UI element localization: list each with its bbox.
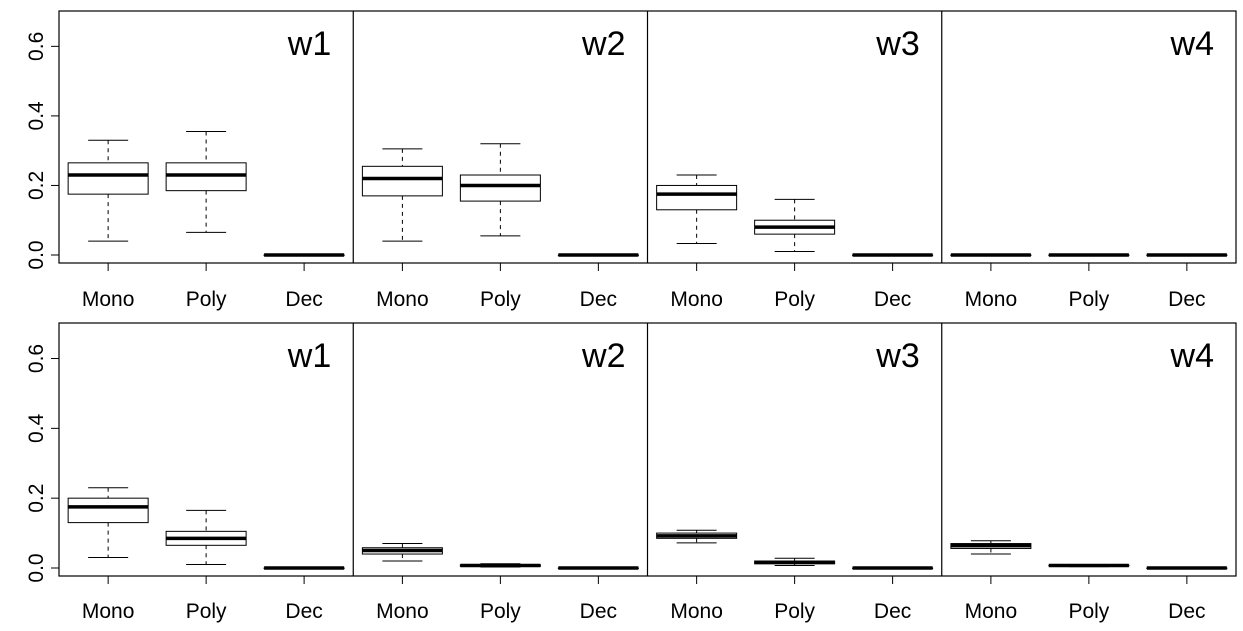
panel-label-w4: w4 bbox=[1170, 337, 1214, 375]
box-w1-mono: Mono bbox=[67, 139, 149, 311]
box-w2-mono: Mono bbox=[361, 543, 443, 623]
box-w4-dec: Dec bbox=[1146, 566, 1228, 623]
x-tick-label: Dec bbox=[874, 600, 911, 623]
x-tick-label: Poly bbox=[774, 288, 815, 311]
box-w4-poly: Poly bbox=[1048, 563, 1130, 623]
box-w3-mono: Mono bbox=[656, 529, 738, 623]
x-tick-label: Poly bbox=[774, 600, 815, 623]
chart-row-top: 0.0 0.2 0.4 0.6 w1 Mono Poly Dec w2 Mono Poly Dec w3… bbox=[25, 10, 1237, 311]
x-tick-label: Poly bbox=[480, 600, 521, 623]
box-w2-dec: Dec bbox=[557, 566, 639, 623]
box-w4-poly: Poly bbox=[1048, 253, 1130, 311]
box-w4-mono: Mono bbox=[950, 253, 1032, 311]
y-tick-label: 0.6 bbox=[25, 32, 48, 61]
iqr-box bbox=[656, 184, 738, 211]
box-w3-poly: Poly bbox=[754, 557, 836, 623]
y-tick-label: 0.2 bbox=[25, 484, 48, 513]
box-w2-poly: Poly bbox=[459, 563, 541, 623]
box-w1-mono: Mono bbox=[67, 487, 149, 623]
box-w4-mono: Mono bbox=[950, 540, 1032, 623]
x-tick-label: Mono bbox=[82, 600, 135, 623]
x-tick-label: Mono bbox=[965, 600, 1018, 623]
x-tick-label: Mono bbox=[376, 288, 429, 311]
y-tick-label: 0.0 bbox=[25, 240, 48, 269]
y-tick-label: 0.6 bbox=[25, 344, 48, 373]
x-tick-label: Dec bbox=[580, 600, 617, 623]
iqr-box bbox=[67, 162, 149, 195]
x-tick-label: Mono bbox=[82, 288, 135, 311]
box-w3-poly: Poly bbox=[754, 198, 836, 311]
panel-label-w1: w1 bbox=[287, 337, 331, 375]
box-w1-poly: Poly bbox=[165, 131, 247, 311]
x-tick-label: Dec bbox=[1168, 288, 1205, 311]
iqr-box bbox=[67, 497, 149, 524]
box-w4-dec: Dec bbox=[1146, 253, 1228, 311]
x-tick-label: Poly bbox=[480, 288, 521, 311]
x-tick-label: Dec bbox=[285, 288, 322, 311]
x-tick-label: Poly bbox=[186, 288, 227, 311]
x-tick-label: Mono bbox=[670, 600, 723, 623]
box-w1-poly: Poly bbox=[165, 509, 247, 623]
x-tick-label: Dec bbox=[285, 600, 322, 623]
panel-label-w2: w2 bbox=[581, 25, 625, 63]
x-tick-label: Dec bbox=[580, 288, 617, 311]
box-w1-dec: Dec bbox=[263, 253, 345, 311]
panel-label-w4: w4 bbox=[1170, 25, 1214, 63]
panel-label-w3: w3 bbox=[875, 25, 919, 63]
y-tick-label: 0.4 bbox=[25, 413, 48, 443]
panel-label-w1: w1 bbox=[287, 25, 331, 63]
x-tick-label: Mono bbox=[376, 600, 429, 623]
box-w3-dec: Dec bbox=[852, 253, 934, 311]
y-tick-label: 0.0 bbox=[25, 553, 48, 582]
panel-label-w3: w3 bbox=[875, 337, 919, 375]
box-w2-dec: Dec bbox=[557, 253, 639, 311]
panel-label-w2: w2 bbox=[581, 337, 625, 375]
iqr-box bbox=[361, 165, 443, 197]
x-tick-label: Poly bbox=[1068, 288, 1109, 311]
iqr-box bbox=[459, 174, 541, 202]
y-tick-label: 0.4 bbox=[25, 101, 48, 131]
box-w3-mono: Mono bbox=[656, 174, 738, 311]
box-w1-dec: Dec bbox=[263, 566, 345, 623]
box-w2-poly: Poly bbox=[459, 143, 541, 311]
box-w3-dec: Dec bbox=[852, 566, 934, 623]
x-tick-label: Mono bbox=[965, 288, 1018, 311]
x-tick-label: Mono bbox=[670, 288, 723, 311]
x-tick-label: Dec bbox=[1168, 600, 1205, 623]
box-w2-mono: Mono bbox=[361, 148, 443, 311]
y-tick-label: 0.2 bbox=[25, 171, 48, 200]
x-tick-label: Poly bbox=[1068, 600, 1109, 623]
x-tick-label: Dec bbox=[874, 288, 911, 311]
chart-row-bottom: 0.0 0.2 0.4 0.6 w1 Mono Poly Dec w2 Mono Poly Dec w3… bbox=[25, 322, 1237, 623]
x-tick-label: Poly bbox=[186, 600, 227, 623]
